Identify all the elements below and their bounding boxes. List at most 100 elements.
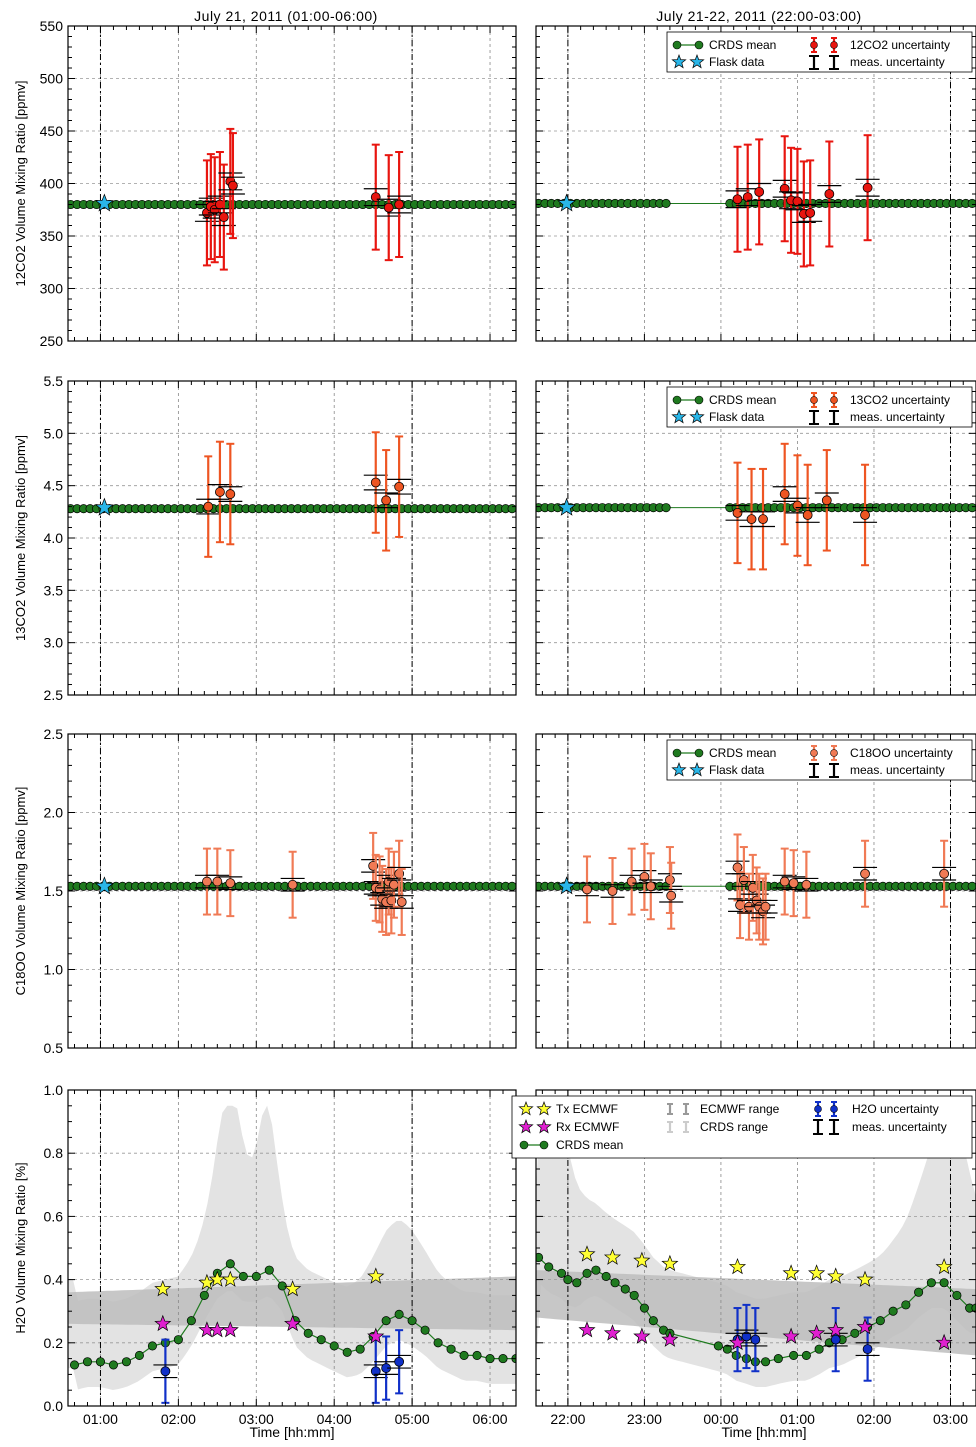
y-tick-label: 2.5 xyxy=(44,687,64,703)
crds-mean-point xyxy=(773,1354,783,1364)
x-tick-label: 02:00 xyxy=(161,1411,196,1427)
measurement-point xyxy=(370,1366,381,1377)
measurement-point xyxy=(758,514,768,525)
legend-star xyxy=(518,1100,534,1116)
crds-mean-point xyxy=(82,1357,93,1367)
measurement-point xyxy=(383,202,394,213)
crds-mean-point xyxy=(967,198,976,208)
measurement-point xyxy=(389,879,399,890)
measurement-point xyxy=(287,879,298,890)
crds-mean-point xyxy=(801,1350,811,1360)
legend-label: ECMWF range xyxy=(700,1102,780,1116)
x-tick-label: 04:00 xyxy=(317,1411,352,1427)
tx-ecmwf-star xyxy=(154,1280,172,1297)
plot-area xyxy=(536,26,976,341)
rx-ecmwf-star xyxy=(728,1333,747,1351)
crds-mean-point xyxy=(939,1278,949,1288)
legend-marker xyxy=(672,395,682,405)
crds-mean-point xyxy=(789,1350,799,1360)
panel-12co2-right xyxy=(535,25,976,342)
crds-mean-point xyxy=(888,1306,898,1316)
crds-mean-point xyxy=(407,1316,417,1326)
crds-mean-point xyxy=(342,1347,352,1357)
crds-mean-point xyxy=(498,1354,508,1364)
legend-label: meas. uncertainty xyxy=(850,763,945,777)
rx-ecmwf-star xyxy=(284,1314,302,1332)
rx-ecmwf-star xyxy=(633,1327,651,1344)
rx-ecmwf-star xyxy=(782,1327,800,1344)
measurement-point xyxy=(160,1366,171,1377)
legend-label: CRDS mean xyxy=(709,746,776,760)
legend-star xyxy=(671,761,687,777)
panel-h2o-right: 22:00 23:00 00:00 01:00 02:00 03:00 xyxy=(535,1089,976,1427)
measurement-point xyxy=(830,1334,841,1345)
measurement-point xyxy=(666,890,677,901)
crds-mean-point xyxy=(316,1335,326,1345)
crds-mean-point xyxy=(329,1341,339,1351)
legend-marker xyxy=(672,40,682,50)
x-tick-label: 22:00 xyxy=(550,1411,585,1427)
x-tick-label: 03:00 xyxy=(933,1411,968,1427)
plot-area xyxy=(68,1090,516,1406)
legend-marker xyxy=(830,1105,838,1113)
crds-mean-point xyxy=(238,1271,248,1281)
crds-mean-point xyxy=(914,1287,924,1297)
legend-h2o: Tx ECMWF Rx ECMWF CRDS mean ECMWF range CRDS… xyxy=(511,1095,973,1159)
legend-box xyxy=(666,386,973,428)
y-tick-label: 400 xyxy=(40,176,64,192)
crds-mean-point xyxy=(507,504,516,514)
crds-mean-point xyxy=(572,1278,582,1288)
crds-mean-point xyxy=(251,1271,261,1281)
legend-marker xyxy=(830,396,838,404)
legend-star xyxy=(689,408,705,424)
crds-mean-point xyxy=(121,1357,131,1367)
rx-ecmwf-star xyxy=(661,1330,679,1347)
legend-label: C18OO uncertainty xyxy=(850,746,953,760)
crds-mean-point xyxy=(761,1357,771,1367)
measurement-point xyxy=(202,876,212,887)
tx-ecmwf-star xyxy=(728,1258,747,1275)
legend-label: Tx ECMWF xyxy=(556,1102,618,1116)
legend-marker xyxy=(814,1105,822,1113)
y-tick-label: 5.5 xyxy=(44,373,64,389)
y-tick-label: 0.4 xyxy=(44,1272,64,1288)
crds-mean-point xyxy=(264,1265,274,1275)
legend-label: 13CO2 uncertainty xyxy=(850,393,950,407)
measurement-point xyxy=(862,182,873,193)
legend-label: Rx ECMWF xyxy=(556,1120,619,1134)
y-axis-label: 13CO2 Volume Mixing Ratio [ppmv] xyxy=(13,435,28,641)
crds-mean-point xyxy=(814,1344,824,1354)
legend-marker xyxy=(810,749,818,757)
legend-box xyxy=(666,31,973,73)
panel-13co2-right xyxy=(535,380,976,696)
legend-label: meas. uncertainty xyxy=(850,55,945,69)
rx-ecmwf-star xyxy=(935,1333,953,1351)
tx-ecmwf-star xyxy=(578,1245,596,1262)
measurement-point xyxy=(582,884,592,895)
measurement-point xyxy=(939,868,950,879)
tx-ecmwf-star xyxy=(856,1270,874,1287)
y-tick-label: 0.5 xyxy=(44,1040,64,1056)
legend-star xyxy=(689,53,705,69)
measurement-point xyxy=(665,875,675,885)
crds-mean-point xyxy=(186,1316,196,1326)
y-tick-label: 450 xyxy=(40,123,64,139)
measurement-point xyxy=(760,901,771,912)
measurement-point xyxy=(218,212,229,223)
crds-mean-point xyxy=(134,1350,144,1360)
crds-mean-point xyxy=(303,1328,313,1338)
plot-area xyxy=(536,381,976,695)
crds-mean-point xyxy=(536,1252,544,1263)
crds-mean-point xyxy=(582,1268,592,1278)
y-tick-label: 1.0 xyxy=(44,1082,64,1098)
legend-c18oo: CRDS mean Flask data C18OO uncertainty meas… xyxy=(666,739,973,781)
y-tick-label: 2.5 xyxy=(44,726,64,742)
crds-mean-point xyxy=(639,1303,649,1313)
legend-marker xyxy=(810,41,818,49)
crds-mean-point xyxy=(225,1259,235,1269)
measurement-point xyxy=(203,501,214,512)
legend-label: Flask data xyxy=(709,410,765,424)
legend-marker xyxy=(694,40,704,50)
plot-area xyxy=(68,381,516,695)
